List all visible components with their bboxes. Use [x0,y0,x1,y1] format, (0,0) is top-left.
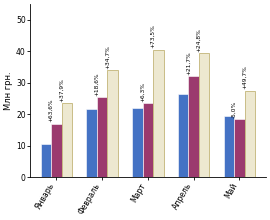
Bar [245,91,255,177]
Bar [199,53,209,177]
Bar [153,50,164,177]
Y-axis label: Млн грн.: Млн грн. [4,71,13,110]
Text: +24,8%: +24,8% [196,28,201,52]
Bar [62,103,72,177]
Text: +6,3%: +6,3% [140,82,145,102]
Text: -5,0%: -5,0% [232,100,237,118]
Text: +49,7%: +49,7% [242,66,247,89]
Bar [51,124,62,177]
Bar [40,144,51,177]
Text: +21,7%: +21,7% [186,51,191,75]
Text: +18,6%: +18,6% [94,72,99,96]
Bar [86,110,97,177]
Text: +34,7%: +34,7% [105,45,110,69]
Bar [178,94,188,177]
Bar [97,97,107,177]
Text: +63,6%: +63,6% [49,99,54,122]
Bar [224,116,234,177]
Bar [143,103,153,177]
Bar [107,70,118,177]
Bar [132,108,143,177]
Bar [234,119,245,177]
Text: +73,5%: +73,5% [151,25,156,48]
Bar [188,77,199,177]
Text: +37,9%: +37,9% [59,78,64,102]
